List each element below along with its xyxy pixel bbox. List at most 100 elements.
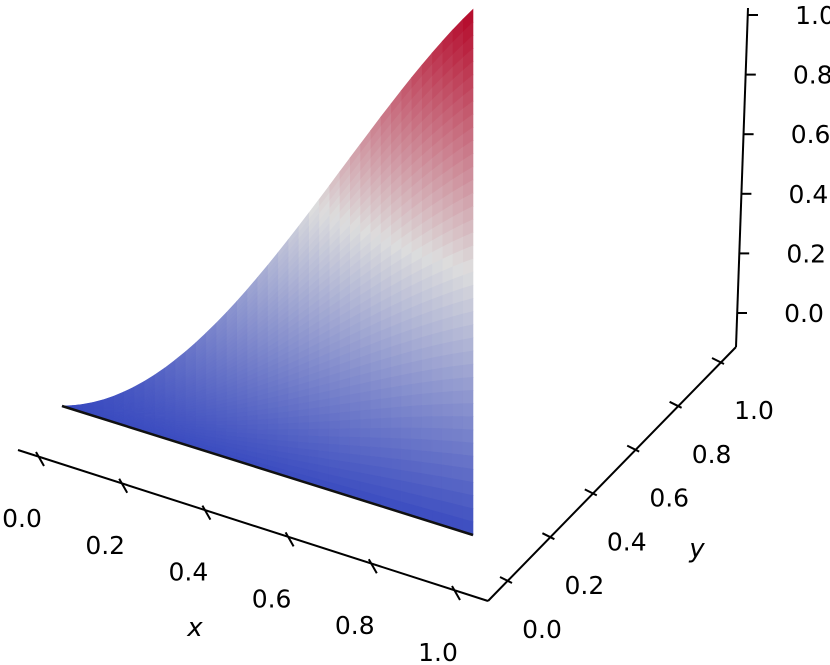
surface-patch: [452, 352, 464, 367]
surface-patch: [462, 403, 474, 418]
surface-patch: [462, 467, 474, 483]
surface-patch: [441, 464, 453, 480]
surface-patch: [431, 439, 443, 454]
surface-patch: [339, 403, 351, 414]
surface-patch: [339, 428, 351, 438]
surface-patch: [369, 389, 381, 401]
surface-patch: [431, 404, 443, 417]
surface-patch: [400, 405, 412, 418]
surface-patch: [256, 418, 268, 426]
surface-patch: [297, 408, 309, 418]
surface-patch: [441, 328, 453, 345]
surface-patch: [390, 458, 402, 471]
y-tick-label: 0.6: [649, 484, 689, 513]
surface-patch: [349, 436, 361, 447]
surface-patch: [380, 417, 392, 429]
surface-patch: [421, 416, 433, 429]
surface-patch: [410, 393, 422, 407]
surface-patch: [421, 473, 433, 488]
surface-patch: [359, 445, 371, 457]
tick-mark: [541, 532, 555, 541]
x-tick-label: 1.0: [418, 638, 458, 665]
surface-patch: [318, 428, 330, 438]
surface-patch: [400, 427, 412, 440]
surface-patch: [462, 324, 474, 341]
surface-patch: [462, 363, 474, 379]
surface-patch: [277, 411, 289, 419]
surface-patch: [390, 448, 402, 461]
surface-patch: [328, 404, 340, 415]
tick-mark: [584, 488, 598, 497]
surface-patch: [359, 400, 371, 412]
surface-patch: [236, 424, 248, 430]
surface-patch: [195, 418, 207, 423]
surface-patch: [359, 437, 371, 448]
surface-patch: [308, 428, 320, 437]
surface-patch: [441, 452, 453, 467]
x-axis-line: [17, 449, 489, 602]
surface-patch: [441, 403, 453, 417]
surface-patch: [452, 478, 464, 494]
surface-patch: [462, 441, 474, 457]
tick-mark: [669, 400, 683, 409]
surface-patch: [308, 435, 320, 444]
surface-patch: [462, 416, 474, 431]
x-tick-label: 0.0: [2, 504, 42, 533]
surface-patch: [410, 449, 422, 463]
surface-patch: [297, 415, 309, 424]
surface-patch: [256, 429, 268, 435]
surface-patch: [369, 398, 381, 411]
surface-patch: [400, 459, 412, 473]
tick-mark: [118, 478, 129, 494]
surface-patch: [318, 413, 330, 423]
surface-patch: [328, 420, 340, 430]
surface-patch: [390, 406, 402, 419]
surface-patch: [287, 422, 299, 430]
y-axis-label: y: [688, 534, 705, 564]
tick-mark: [499, 576, 513, 584]
surface-patch: [462, 350, 474, 366]
surface-patch: [380, 397, 392, 410]
surface-patch: [297, 422, 309, 430]
surface-patch: [400, 438, 412, 451]
surface-patch: [452, 339, 464, 355]
surface-patch: [205, 417, 217, 423]
surface-patch: [215, 420, 227, 426]
surface-patch: [462, 376, 474, 392]
tick-mark: [367, 558, 378, 574]
surface-patch: [441, 353, 453, 369]
surface-patch: [349, 428, 361, 438]
y-tick-label: 0.0: [522, 615, 562, 644]
surface-patch: [431, 463, 443, 478]
surface-patch: [462, 390, 474, 405]
surface-patch: [380, 457, 392, 470]
surface-patch: [452, 313, 464, 330]
surface-patch: [287, 435, 299, 443]
surface-patch: [226, 416, 237, 422]
surface-patch: [441, 378, 453, 393]
surface-patch: [380, 437, 392, 449]
surface-patch: [431, 379, 443, 394]
tick-mark: [201, 505, 212, 521]
y-axis-line: [487, 346, 737, 602]
surface-patch: [256, 413, 268, 421]
z-tick-label: 0.2: [786, 239, 826, 268]
surface-patch: [462, 480, 474, 496]
surface-patch: [421, 439, 433, 453]
surface-patch: [390, 385, 402, 399]
surface-patch: [452, 453, 464, 469]
tick-mark: [35, 451, 45, 467]
tick-mark: [284, 531, 295, 547]
surface-patch: [369, 418, 381, 429]
surface-patch: [431, 367, 443, 382]
surface-patch: [277, 417, 289, 425]
surface-patch: [441, 440, 453, 455]
surface-patch: [410, 460, 422, 474]
surface-patch: [431, 427, 443, 442]
surface-base-edge: [61, 404, 474, 537]
surface-patch: [400, 384, 412, 397]
surface-edges: [61, 404, 474, 537]
surface-patch: [287, 429, 299, 437]
x-tick-label: 0.2: [85, 531, 125, 560]
